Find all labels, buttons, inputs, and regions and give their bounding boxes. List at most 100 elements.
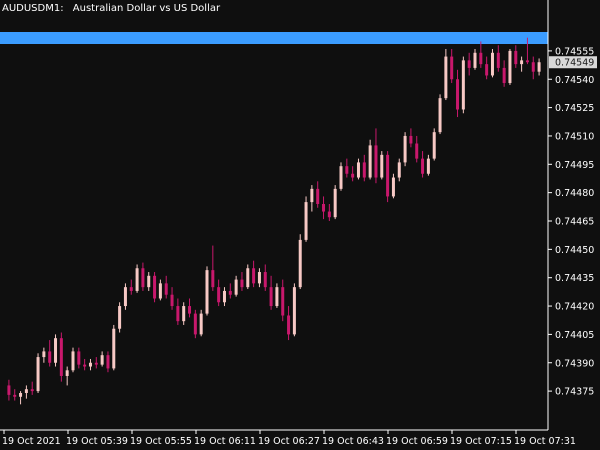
candle-body <box>42 351 46 358</box>
current-price-badge <box>549 56 597 69</box>
candle <box>496 45 500 72</box>
candle-body <box>193 313 197 335</box>
candle <box>164 275 168 299</box>
candle <box>234 275 238 297</box>
candle-body <box>467 60 471 68</box>
candle <box>333 185 337 220</box>
candle-body <box>356 162 360 178</box>
candle <box>257 268 261 288</box>
candle-body <box>7 385 11 395</box>
candle <box>473 49 477 70</box>
candle <box>13 389 17 401</box>
price-tick-label: 0.74480 <box>555 188 594 199</box>
candle-body <box>485 64 489 76</box>
candle-body <box>135 268 139 291</box>
candle <box>432 128 436 161</box>
candle <box>30 381 34 395</box>
candle-body <box>514 50 518 65</box>
candle-body <box>252 268 256 284</box>
candle-body <box>502 67 506 84</box>
candle-body <box>188 306 192 314</box>
candle <box>199 309 203 337</box>
price-tick-label: 0.74435 <box>555 273 594 284</box>
candle <box>48 340 52 367</box>
candle <box>54 334 58 367</box>
candle-body <box>310 188 314 203</box>
candle-body <box>438 98 442 133</box>
candle <box>461 56 465 114</box>
candle-body <box>479 52 483 65</box>
candle <box>193 309 197 339</box>
candle <box>42 347 46 363</box>
candle-body <box>333 188 337 218</box>
candle-body <box>397 162 401 178</box>
candle-body <box>374 145 378 178</box>
candle-body <box>54 338 58 363</box>
candle <box>71 347 75 373</box>
candle <box>386 151 390 203</box>
candle <box>327 203 331 221</box>
candle <box>7 379 11 401</box>
candle-body <box>94 362 98 365</box>
candle <box>170 287 174 310</box>
candle <box>304 196 308 242</box>
candle <box>415 135 419 163</box>
candle <box>100 351 104 367</box>
price-tick-label: 0.74420 <box>555 302 594 313</box>
candle <box>438 94 442 135</box>
candle-body <box>409 135 413 144</box>
candle <box>182 302 186 325</box>
candle-body <box>322 203 326 212</box>
price-tick-label: 0.74390 <box>555 358 594 369</box>
candle <box>479 41 483 68</box>
price-tick-label: 0.74555 <box>555 46 594 57</box>
candle <box>531 56 535 80</box>
candle-body <box>298 239 302 288</box>
candle <box>240 272 244 291</box>
candle-body <box>13 394 17 397</box>
candle <box>508 49 512 85</box>
candle-body <box>292 287 296 335</box>
candle-body <box>386 154 390 197</box>
candle-body <box>118 306 122 329</box>
candle <box>397 158 401 182</box>
candle-body <box>71 351 75 371</box>
candle-body <box>217 287 221 303</box>
candle-body <box>65 370 69 376</box>
candle <box>525 37 529 65</box>
candle <box>153 272 157 303</box>
candle <box>520 56 524 72</box>
candle-body <box>257 272 261 284</box>
candle <box>345 158 349 178</box>
candle <box>490 49 494 78</box>
candle <box>65 366 69 386</box>
candle-body <box>77 351 81 365</box>
candle-body <box>222 290 226 303</box>
candle-body <box>112 328 116 369</box>
price-tick-label: 0.74495 <box>555 160 594 171</box>
candle <box>112 324 116 371</box>
candle <box>118 302 122 333</box>
candle-body <box>525 60 529 63</box>
candle-body <box>153 275 157 299</box>
candle-body <box>83 364 87 367</box>
candle-body <box>380 154 384 178</box>
candle <box>123 283 127 310</box>
candle <box>59 332 63 382</box>
candle-body <box>421 158 425 174</box>
candle-body <box>473 52 477 68</box>
candle-body <box>176 306 180 322</box>
candle-body <box>391 177 395 197</box>
candle <box>456 69 460 118</box>
candle-body <box>415 143 419 159</box>
candle-body <box>269 287 273 307</box>
time-tick-label: 19 Oct 06:27 <box>258 436 320 447</box>
candle <box>275 283 279 308</box>
candle-body <box>106 355 110 369</box>
candle-body <box>59 338 63 376</box>
candle <box>141 262 145 291</box>
candle-body <box>275 287 279 307</box>
candle-body <box>368 145 372 178</box>
